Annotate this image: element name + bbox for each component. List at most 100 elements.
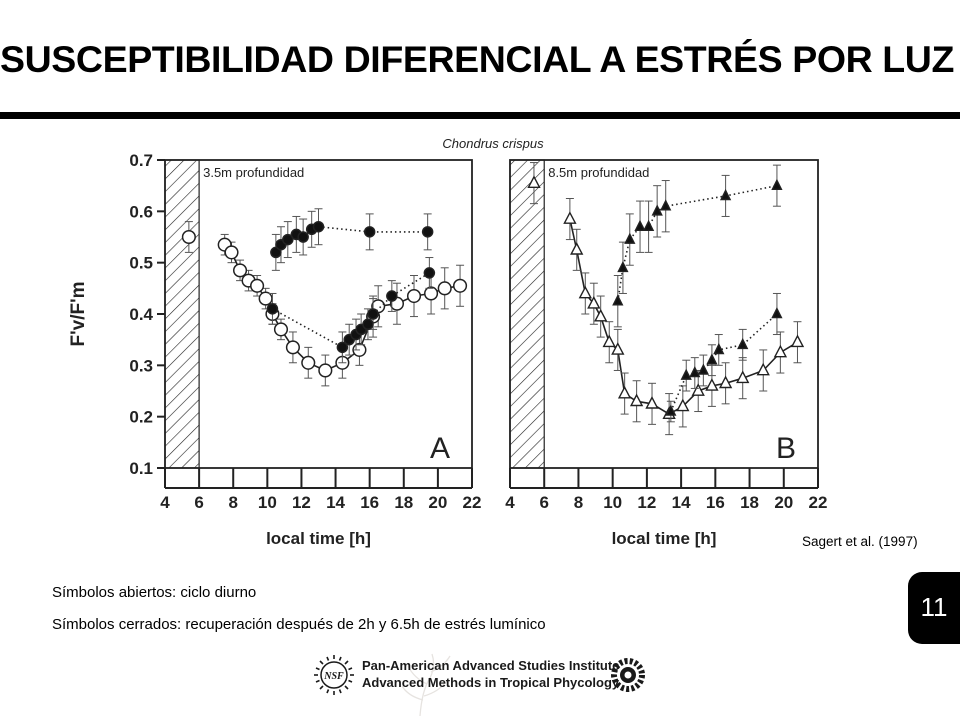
data-point — [617, 260, 629, 273]
data-point — [563, 211, 577, 224]
series-filled-circle — [266, 257, 436, 364]
caption-open-symbols: Símbolos abiertos: ciclo diurno — [52, 584, 257, 601]
data-point — [527, 175, 541, 189]
y-tick-label: 0.4 — [129, 305, 153, 324]
citation: Sagert et al. (1997) — [802, 534, 918, 549]
institute-logo-icon — [611, 658, 645, 692]
data-point — [706, 353, 718, 365]
data-point — [578, 285, 592, 299]
data-point — [406, 288, 422, 304]
y-tick-label: 0.1 — [129, 459, 153, 478]
chart-panel-A: 4 6 8 10 12 14 16 18 20 22 0.1 0.2 0.3 0.4 0.5 0.6 0.7 F'… — [68, 136, 544, 548]
data-point — [645, 395, 659, 409]
data-point — [336, 341, 349, 354]
data-point — [612, 294, 624, 306]
data-point — [258, 291, 273, 306]
y-tick-label: 0.5 — [129, 254, 153, 273]
data-point — [719, 188, 732, 201]
data-point — [270, 246, 282, 259]
data-point — [790, 334, 805, 348]
data-point — [421, 226, 434, 238]
x-tick-label: 14 — [672, 493, 691, 512]
data-point — [301, 355, 316, 370]
data-point — [680, 368, 692, 380]
data-point — [705, 378, 719, 391]
plot-frame — [164, 159, 473, 469]
data-point — [617, 385, 632, 399]
data-point — [737, 337, 749, 350]
data-point — [266, 303, 279, 315]
data-point — [689, 366, 701, 378]
panel-label: A — [430, 432, 450, 465]
y-tick-label: 0.3 — [129, 356, 153, 375]
data-point — [386, 290, 398, 302]
title-divider — [0, 112, 960, 119]
series-open-circle — [181, 221, 468, 387]
data-point — [718, 375, 733, 389]
data-point — [282, 233, 294, 246]
x-tick-label: 12 — [637, 493, 656, 512]
data-point — [423, 267, 436, 279]
data-point — [594, 308, 608, 322]
x-tick-label: 20 — [774, 493, 793, 512]
page-number-badge: 11 — [908, 572, 960, 644]
y-axis-label: F'v/F'm — [68, 282, 89, 347]
footer-institute-name: Pan-American Advanced Studies Institute — [362, 658, 620, 673]
data-point — [713, 342, 725, 355]
data-point — [771, 178, 783, 191]
x-tick-label: 16 — [360, 493, 379, 512]
y-tick-label: 0.7 — [129, 151, 153, 170]
x-tick-label: 4 — [505, 493, 515, 512]
y-tick-label: 0.2 — [129, 408, 153, 427]
data-point — [602, 334, 616, 348]
data-point — [570, 241, 584, 255]
data-point — [665, 404, 677, 416]
panel-subtitle: 8.5m profundidad — [548, 165, 649, 180]
data-point — [312, 220, 325, 233]
data-point — [756, 362, 770, 376]
dark-period-hatch — [509, 159, 545, 469]
series-filled-triangle — [612, 164, 783, 328]
data-point — [424, 286, 439, 301]
series-line — [617, 184, 778, 302]
x-tick-label: 6 — [539, 493, 548, 512]
series-filled-circle — [270, 208, 434, 271]
data-point — [697, 363, 710, 375]
x-tick-label: 10 — [258, 493, 277, 512]
nsf-logo-icon: NSF — [314, 655, 354, 695]
data-point — [273, 322, 289, 337]
data-point — [611, 342, 625, 355]
footer-banner: NSF Pan-American Advanced Studies Instit… — [310, 650, 650, 716]
x-tick-label: 22 — [463, 493, 482, 512]
data-point — [629, 393, 644, 407]
x-axis-label: local time [h] — [612, 529, 717, 548]
data-point — [773, 344, 788, 358]
x-tick-label: 6 — [194, 493, 203, 512]
chart-panel-B: 4 6 8 10 12 14 16 18 20 22 local time [h] B 8.5m pro… — [505, 159, 828, 548]
data-point — [634, 219, 646, 232]
x-tick-label: 18 — [740, 493, 759, 512]
footer-graphics: NSF — [314, 653, 645, 716]
panel-subtitle: 3.5m profundidad — [203, 165, 304, 180]
data-point — [453, 278, 468, 293]
x-tick-label: 18 — [394, 493, 413, 512]
x-tick-label: 10 — [603, 493, 622, 512]
data-point — [285, 340, 300, 355]
data-point — [250, 278, 265, 293]
panel-label: B — [776, 432, 796, 465]
data-point — [181, 229, 196, 245]
data-point — [232, 263, 248, 278]
x-tick-label: 8 — [228, 493, 237, 512]
data-point — [642, 219, 655, 232]
x-tick-label: 22 — [809, 493, 828, 512]
x-tick-label: 20 — [428, 493, 447, 512]
x-tick-label: 4 — [160, 493, 170, 512]
x-tick-label: 8 — [574, 493, 583, 512]
series-filled-triangle — [665, 292, 783, 423]
data-point — [318, 363, 333, 378]
data-point — [437, 281, 452, 296]
series-open-triangle — [527, 162, 805, 436]
data-point — [224, 245, 239, 260]
data-point — [367, 308, 379, 320]
